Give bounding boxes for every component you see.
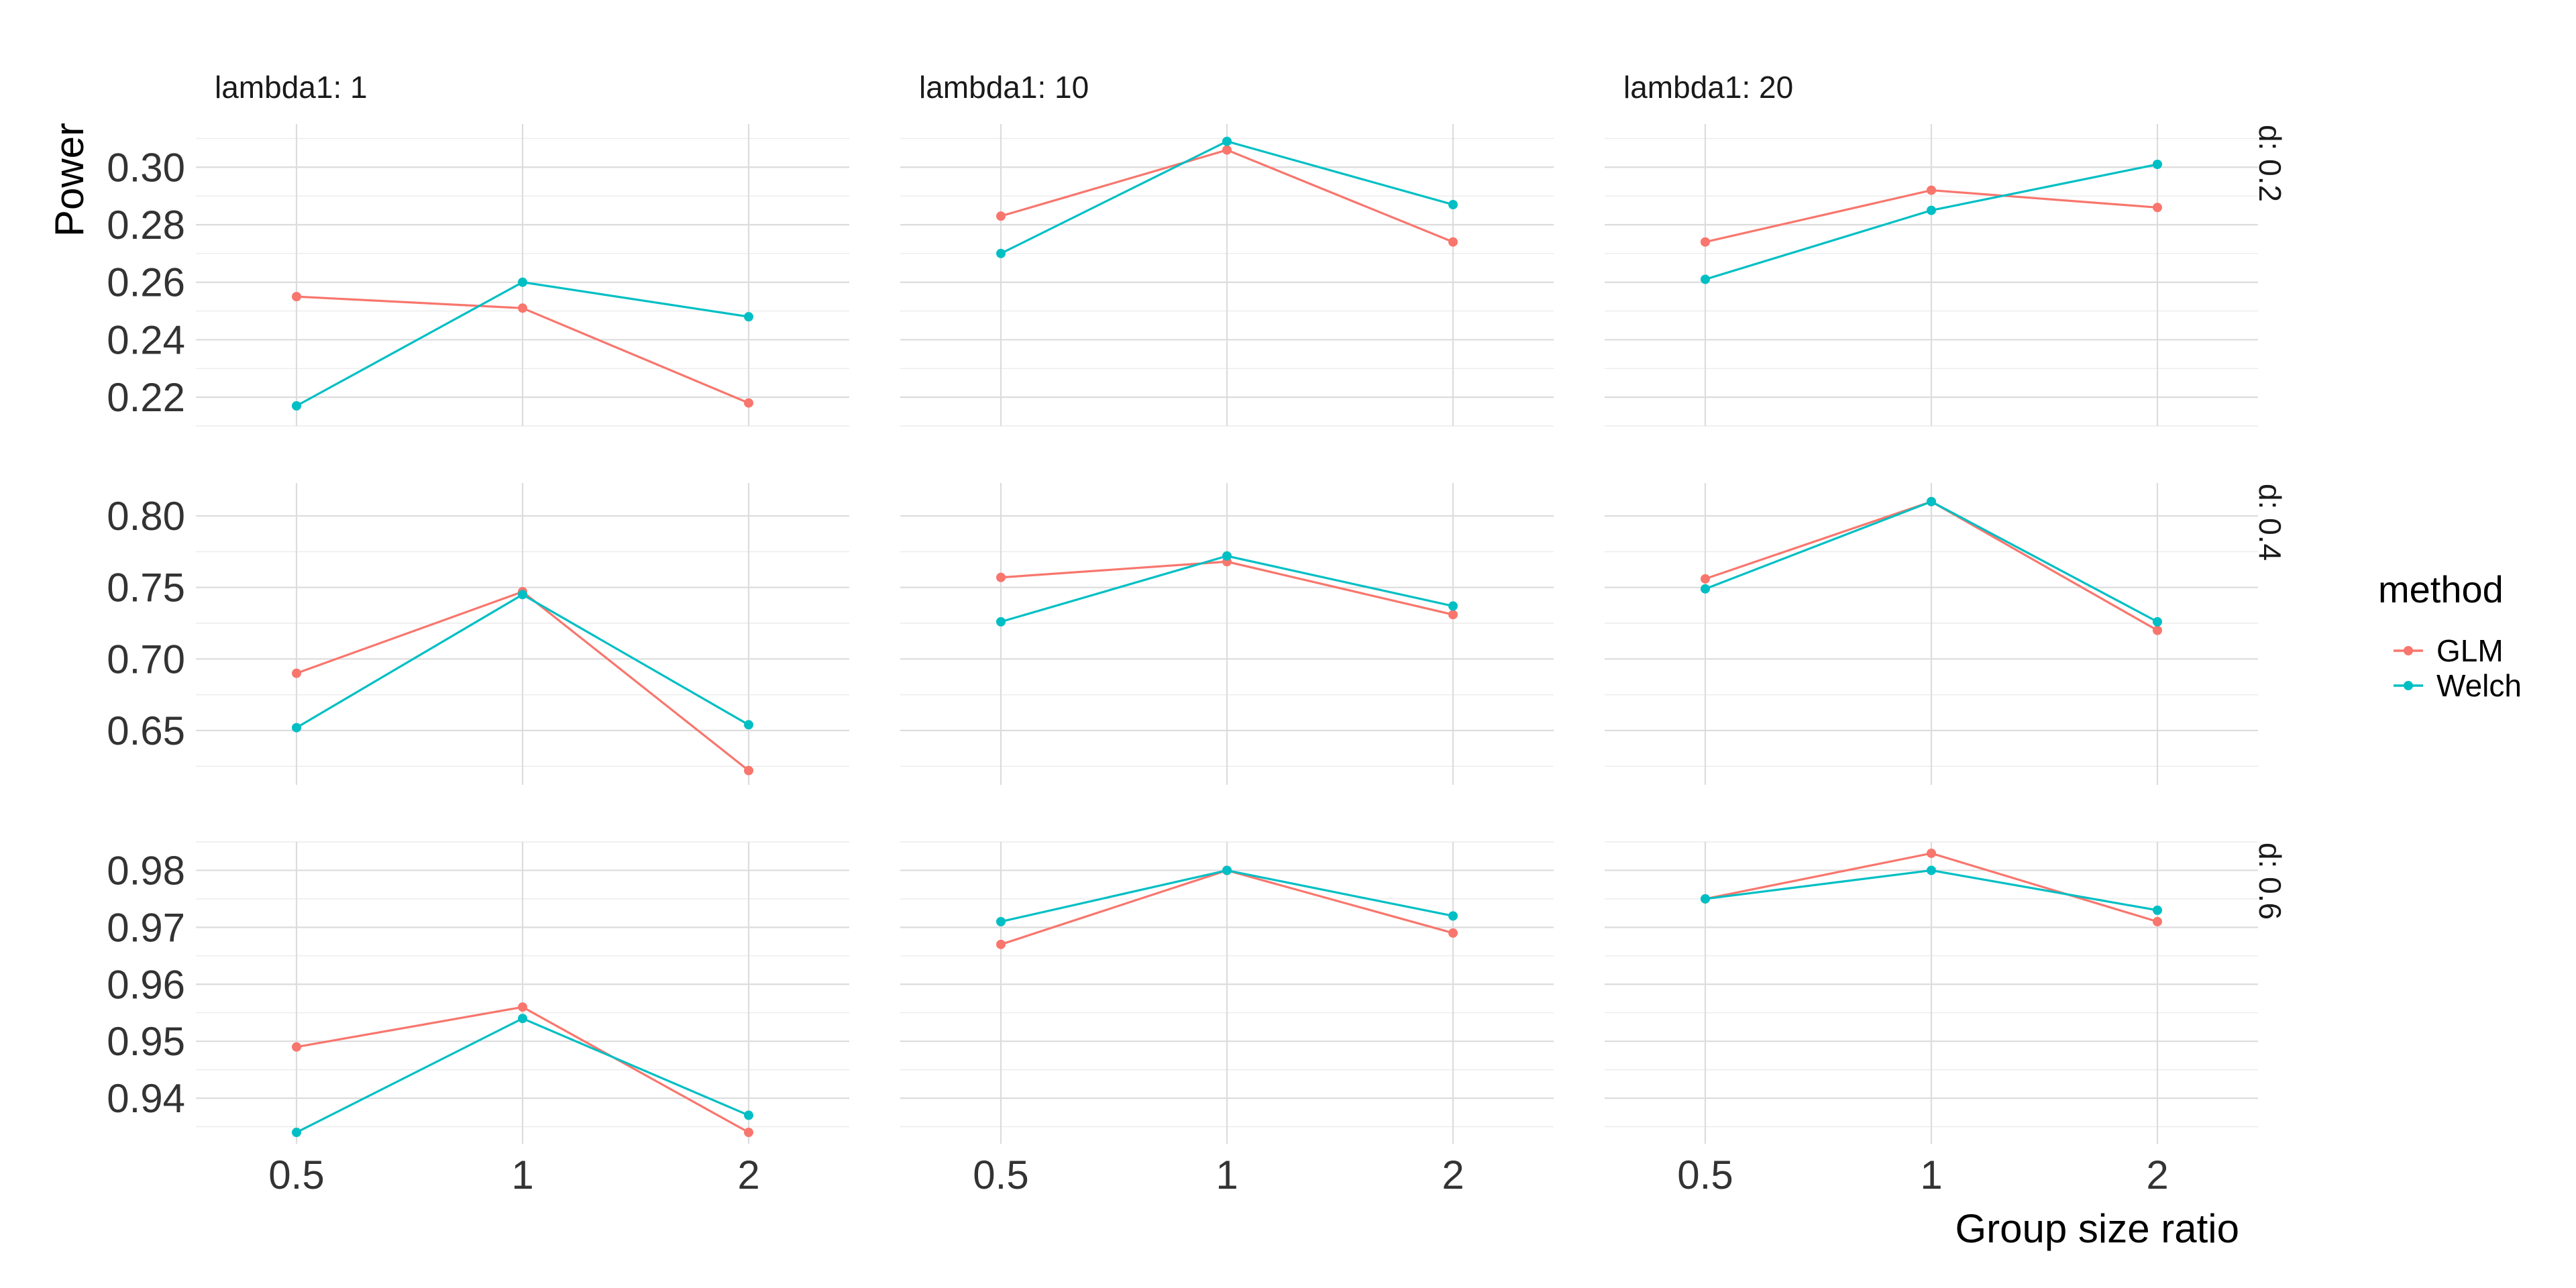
- data-point-glm-x0.5: [996, 939, 1006, 949]
- legend-label-welch: Welch: [2436, 668, 2522, 703]
- data-point-welch-x2: [744, 720, 754, 730]
- data-point-glm-x0.5: [996, 211, 1006, 221]
- column-facet-label: lambda1: 10: [919, 70, 1089, 105]
- y-tick-label: 0.30: [107, 145, 185, 190]
- panel-1-1: [196, 124, 849, 427]
- x-axis-title: Group size ratio: [1955, 1206, 2239, 1251]
- y-tick-label: 0.22: [107, 375, 185, 420]
- legend-key-point-glm: [2404, 646, 2413, 655]
- data-point-welch-x2: [2153, 616, 2163, 627]
- data-point-glm-x0.5: [1700, 237, 1710, 247]
- strips-layer: d: 0.2 d: 0.4 d: 0.6 lambda1: 1 lambda1: 10 l…: [215, 70, 2288, 920]
- panel-3-3: [1605, 841, 2258, 1144]
- data-point-welch-x0.5: [1700, 274, 1710, 284]
- data-point-glm-x1: [518, 303, 527, 313]
- y-tick-label: 0.75: [107, 566, 185, 610]
- legend-key-point-welch: [2404, 681, 2413, 690]
- data-point-glm-x2: [744, 765, 754, 775]
- data-point-welch-x2: [2153, 905, 2163, 915]
- data-point-welch-x0.5: [1700, 894, 1710, 904]
- data-point-welch-x0.5: [291, 722, 301, 733]
- x-tick-label: 0.5: [973, 1152, 1028, 1197]
- data-point-welch-x2: [1448, 200, 1458, 209]
- y-tick-label: 0.26: [107, 260, 185, 305]
- data-point-welch-x1: [518, 590, 527, 600]
- data-point-welch-x0.5: [996, 616, 1006, 627]
- data-point-glm-x1: [1927, 185, 1936, 195]
- x-tick-label: 1: [1216, 1152, 1238, 1197]
- y-tick-label: 0.70: [107, 637, 185, 682]
- data-point-welch-x1: [518, 277, 527, 287]
- data-point-glm-x2: [2153, 203, 2163, 213]
- column-facet-label: lambda1: 20: [1623, 70, 1793, 105]
- panel-3-1: [196, 841, 849, 1144]
- panel-2-3: [1605, 483, 2258, 785]
- data-point-welch-x2: [744, 312, 754, 322]
- data-point-welch-x1: [1222, 551, 1232, 561]
- x-tick-label: 0.5: [268, 1152, 324, 1197]
- y-tick-label: 0.98: [107, 848, 185, 893]
- x-tick-label: 1: [511, 1152, 533, 1197]
- y-tick-label: 0.24: [107, 317, 185, 362]
- data-point-welch-x1: [518, 1014, 527, 1024]
- y-tick-label: 0.94: [107, 1076, 185, 1121]
- data-point-welch-x0.5: [996, 248, 1006, 258]
- data-point-glm-x2: [744, 1128, 754, 1138]
- data-point-welch-x2: [1448, 601, 1458, 611]
- data-point-welch-x1: [1222, 136, 1232, 146]
- data-point-glm-x0.5: [1700, 574, 1710, 584]
- data-point-glm-x0.5: [996, 572, 1006, 582]
- data-point-glm-x2: [2153, 625, 2163, 635]
- data-point-glm-x0.5: [291, 292, 301, 302]
- data-point-welch-x1: [1927, 865, 1936, 875]
- panel-1-3: [1605, 124, 2258, 427]
- data-point-welch-x1: [1927, 496, 1936, 506]
- y-tick-label: 0.97: [107, 905, 185, 950]
- data-point-welch-x0.5: [291, 401, 301, 411]
- panel-1-2: [900, 124, 1554, 427]
- data-point-welch-x1: [1927, 205, 1936, 215]
- data-point-welch-x2: [744, 1110, 754, 1120]
- data-point-glm-x2: [1448, 610, 1458, 620]
- data-point-welch-x0.5: [1700, 584, 1710, 594]
- data-point-glm-x2: [1448, 928, 1458, 938]
- axes-layer: 0.22 0.24 0.26 0.28 0.30 0.65 0.70 0.75 0.80 0.94…: [107, 145, 2168, 1197]
- panel-2-1: [196, 483, 849, 785]
- x-tick-label: 2: [737, 1152, 759, 1197]
- panels-layer: [196, 124, 2258, 1144]
- data-point-welch-x1: [1222, 865, 1232, 875]
- data-point-glm-x1: [1927, 848, 1936, 858]
- y-tick-label: 0.28: [107, 203, 185, 248]
- x-tick-label: 0.5: [1677, 1152, 1733, 1197]
- x-tick-label: 2: [1442, 1152, 1464, 1197]
- legend-label-glm: GLM: [2436, 633, 2504, 668]
- row-facet-label: d: 0.4: [2253, 484, 2288, 561]
- panel-2-2: [900, 483, 1554, 785]
- row-facet-label: d: 0.6: [2253, 843, 2288, 920]
- y-tick-label: 0.96: [107, 962, 185, 1007]
- data-point-welch-x2: [1448, 911, 1458, 921]
- y-axis-title: Power: [47, 123, 92, 237]
- legend-title: method: [2378, 568, 2504, 610]
- data-point-welch-x0.5: [291, 1128, 301, 1138]
- data-point-glm-x2: [2153, 916, 2163, 926]
- data-point-glm-x1: [1222, 145, 1232, 155]
- y-tick-label: 0.95: [107, 1019, 185, 1064]
- data-point-welch-x2: [2153, 160, 2163, 169]
- data-point-welch-x0.5: [996, 916, 1006, 926]
- data-point-glm-x2: [1448, 237, 1458, 247]
- column-facet-label: lambda1: 1: [215, 70, 368, 105]
- row-facet-label: d: 0.2: [2253, 125, 2288, 202]
- x-tick-label: 1: [1920, 1152, 1942, 1197]
- data-point-glm-x0.5: [291, 1042, 301, 1052]
- data-point-glm-x2: [744, 398, 754, 408]
- y-tick-label: 0.80: [107, 494, 185, 539]
- x-tick-label: 2: [2146, 1152, 2168, 1197]
- data-point-glm-x1: [518, 1002, 527, 1012]
- y-tick-label: 0.65: [107, 708, 185, 753]
- panel-3-2: [900, 841, 1554, 1144]
- data-point-glm-x0.5: [291, 668, 301, 678]
